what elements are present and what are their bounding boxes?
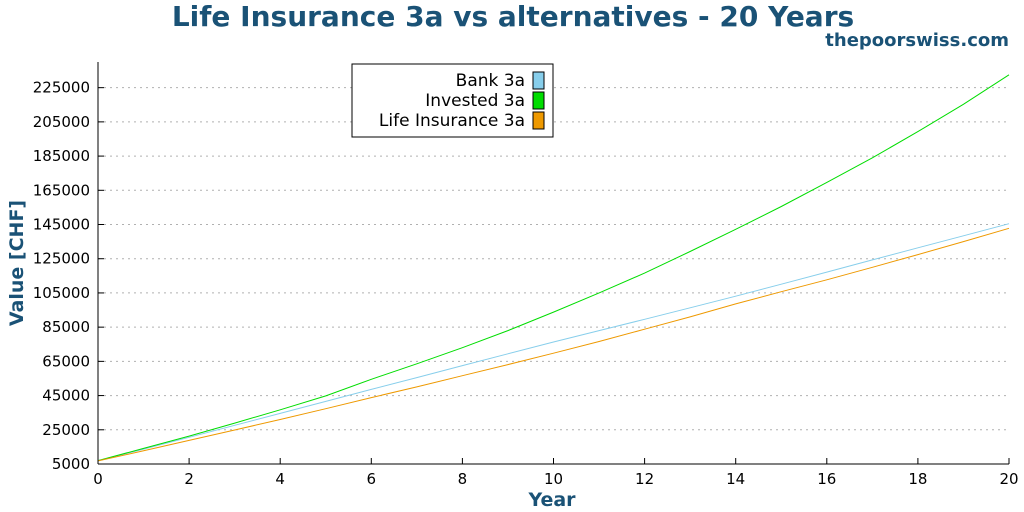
grid bbox=[98, 87, 1009, 431]
x-tick-label-6: 12 bbox=[635, 470, 654, 488]
x-tick-label-8: 16 bbox=[817, 470, 836, 488]
x-tick-label-10: 20 bbox=[999, 470, 1018, 488]
series-line-1 bbox=[97, 74, 1010, 462]
site-watermark: thepoorswiss.com bbox=[825, 30, 1009, 51]
x-tick-label-9: 18 bbox=[908, 470, 927, 488]
y-tick-label-5: 105000 bbox=[33, 284, 90, 302]
legend-box bbox=[351, 63, 554, 138]
x-tick-label-2: 4 bbox=[275, 470, 285, 488]
y-tick-label-3: 65000 bbox=[42, 352, 90, 370]
y-tick-label-9: 185000 bbox=[33, 147, 90, 165]
legend-swatch-0 bbox=[532, 71, 545, 90]
x-tick-label-1: 2 bbox=[184, 470, 194, 488]
series-lines bbox=[97, 74, 1010, 462]
y-tick-label-11: 225000 bbox=[33, 79, 90, 97]
y-tick-label-1: 25000 bbox=[42, 421, 90, 439]
x-axis-label: Year bbox=[527, 489, 576, 511]
series-line-0 bbox=[97, 223, 1010, 462]
legend-label-1: Invested 3a bbox=[425, 91, 525, 111]
x-tick-label-5: 10 bbox=[544, 470, 563, 488]
y-tick-label-0: 5000 bbox=[52, 455, 90, 473]
x-tick-label-7: 14 bbox=[726, 470, 745, 488]
x-tick-label-3: 6 bbox=[367, 470, 377, 488]
x-tick-label-0: 0 bbox=[93, 470, 103, 488]
y-tick-label-8: 165000 bbox=[33, 181, 90, 199]
series-line-2 bbox=[97, 227, 1010, 462]
y-tick-label-10: 205000 bbox=[33, 113, 90, 131]
x-axis-ticks: 0 2 4 6 8 10 12 14 16 18 20 bbox=[93, 458, 1019, 488]
y-tick-label-6: 125000 bbox=[33, 250, 90, 268]
x-tick-label-4: 8 bbox=[458, 470, 468, 488]
legend-label-2: Life Insurance 3a bbox=[379, 111, 525, 131]
chart-title: Life Insurance 3a vs alternatives - 20 Y… bbox=[172, 0, 854, 33]
y-tick-label-7: 145000 bbox=[33, 216, 90, 234]
legend-label-0: Bank 3a bbox=[456, 71, 525, 91]
y-axis-label: Value [CHF] bbox=[6, 200, 28, 326]
legend-swatch-2 bbox=[532, 111, 545, 130]
y-axis-ticks: 5000 25000 45000 65000 85000 105000 125000 1450… bbox=[33, 79, 104, 473]
legend-swatch-1 bbox=[532, 91, 545, 110]
y-tick-label-4: 85000 bbox=[42, 318, 90, 336]
y-tick-label-2: 45000 bbox=[42, 387, 90, 405]
